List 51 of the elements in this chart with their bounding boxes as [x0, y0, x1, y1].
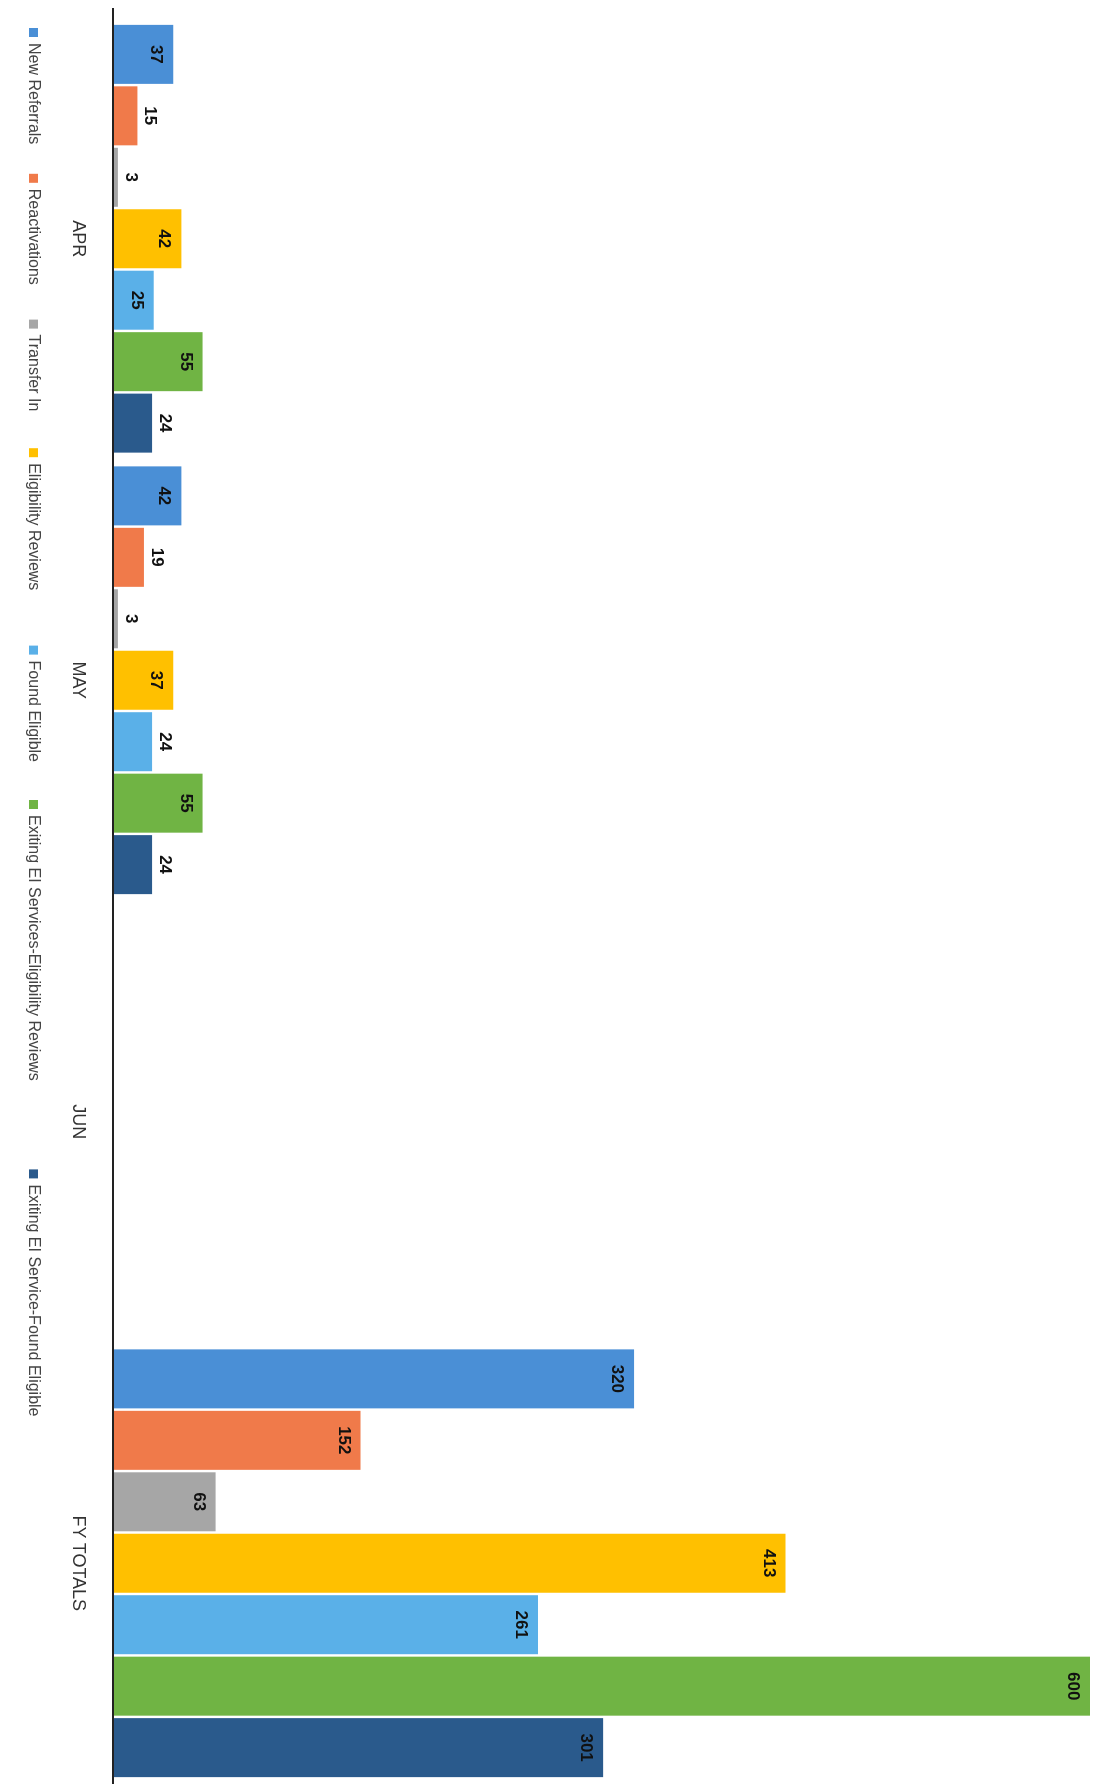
data-label: 42 [155, 229, 175, 249]
data-label: 25 [127, 290, 147, 310]
legend-label: Exiting EI Service-Found Eligible [26, 1184, 43, 1417]
legend-label: Eligibility Reviews [26, 463, 43, 591]
data-label: 600 [1064, 1671, 1083, 1701]
bar [113, 270, 154, 330]
bar [113, 332, 203, 392]
data-label: 152 [334, 1426, 354, 1455]
bar [113, 835, 153, 895]
bar [113, 393, 153, 453]
bar [113, 1595, 538, 1655]
data-label: 261 [511, 1610, 531, 1639]
y-tick-label: APR [69, 220, 89, 258]
bar [113, 1718, 604, 1778]
legend-label: Exiting EI Services-Eligibility Reviews [26, 815, 43, 1081]
y-tick-label: FY TOTALS [69, 1515, 89, 1612]
bar [113, 466, 182, 526]
data-label: 37 [147, 670, 167, 690]
data-label: 24 [156, 732, 176, 752]
data-label: 320 [608, 1364, 628, 1394]
data-label: 3 [121, 614, 141, 624]
bar [113, 650, 174, 710]
bar [113, 1656, 1090, 1716]
legend-label: Transfer In [26, 334, 43, 412]
data-label: 301 [577, 1733, 597, 1762]
data-label: 413 [759, 1549, 779, 1578]
data-label: 37 [147, 44, 167, 64]
legend-label: Reactivations [26, 188, 43, 285]
data-label: 55 [176, 352, 196, 372]
bar [113, 209, 182, 269]
bar [113, 1533, 786, 1593]
y-tick-label: MAY [69, 661, 89, 700]
bar [113, 773, 203, 833]
data-label: 19 [147, 547, 167, 567]
data-label: 55 [176, 793, 196, 813]
data-label: 63 [189, 1492, 209, 1512]
data-label: 42 [155, 486, 175, 506]
data-label: 15 [141, 106, 161, 126]
bar [113, 1349, 635, 1409]
bar [113, 1472, 216, 1532]
bar [113, 712, 153, 772]
data-label: 3 [121, 172, 141, 183]
y-tick-label: JUN [69, 1104, 89, 1140]
bar [113, 527, 144, 587]
legend-label: New Referrals [26, 43, 43, 145]
bar [113, 24, 174, 84]
data-label: 24 [156, 413, 176, 434]
data-label: 24 [156, 855, 176, 875]
legend-label: Found Eligible [26, 660, 43, 763]
bar [113, 1410, 361, 1470]
bar [113, 86, 138, 146]
